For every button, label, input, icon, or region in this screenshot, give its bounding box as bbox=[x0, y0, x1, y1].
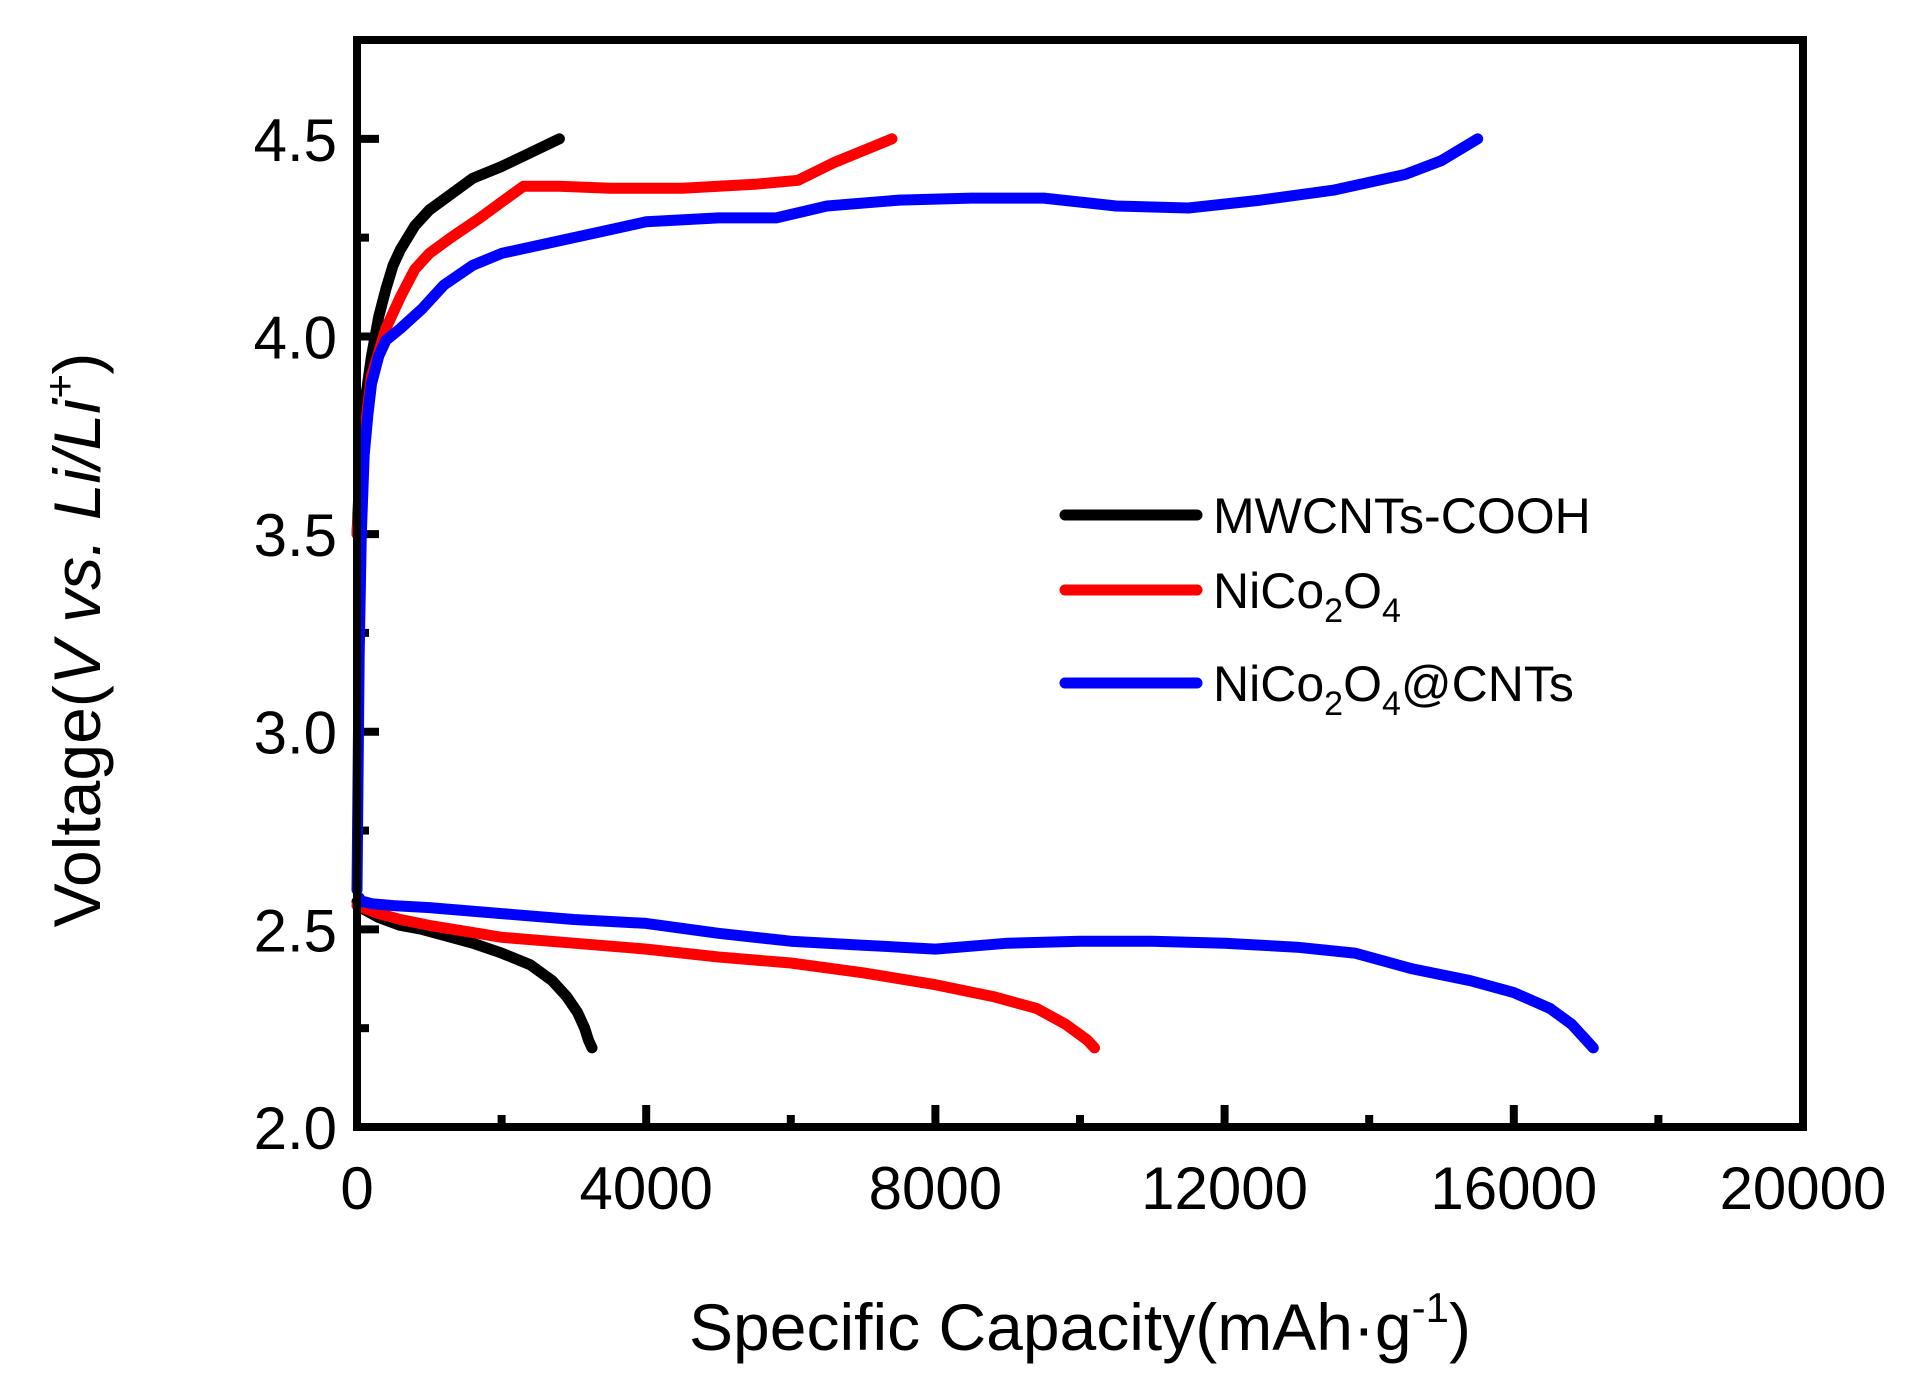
svg-text:Voltage(V vs. Li/Li+): Voltage(V vs. Li/Li+) bbox=[36, 353, 114, 928]
y-tick-label: 4.0 bbox=[254, 304, 337, 371]
legend-label-mwcnts-cooh: MWCNTs-COOH bbox=[1213, 488, 1591, 544]
x-tick-label: 4000 bbox=[579, 1155, 712, 1222]
nico2o4-cnts-charge-curve bbox=[351, 133, 1484, 896]
x-tick-label: 12000 bbox=[1141, 1155, 1308, 1222]
plot-frame bbox=[353, 36, 1807, 1131]
legend-label-nico2o4-cnts: NiCo2O4@CNTs bbox=[1213, 656, 1574, 723]
y-tick-label: 4.5 bbox=[254, 107, 337, 174]
legend-label-nico2o4: NiCo2O4 bbox=[1213, 563, 1401, 630]
y-tick-label: 2.5 bbox=[254, 897, 337, 964]
x-tick-label: 0 bbox=[340, 1155, 373, 1222]
axis-ticks bbox=[353, 134, 1807, 1131]
y-tick-label: 2.0 bbox=[254, 1095, 337, 1162]
x-tick-label: 20000 bbox=[1720, 1155, 1887, 1222]
y-tick-label: 3.0 bbox=[254, 700, 337, 767]
mwcnts-cooh-discharge-curve bbox=[351, 896, 598, 1054]
tick-labels: 0 4000 8000 12000 16000 20000 2.0 2.5 3.0 3.5 4.0 4… bbox=[254, 107, 1887, 1222]
legend: MWCNTs-COOH NiCo2O4 NiCo2O4@CNTs bbox=[1059, 488, 1591, 723]
y-tick-label: 3.5 bbox=[254, 502, 337, 569]
x-tick-label: 16000 bbox=[1430, 1155, 1597, 1222]
nico2o4-discharge-curve bbox=[351, 900, 1100, 1054]
y-axis-title: Voltage(V vs. Li/Li+) bbox=[36, 353, 114, 928]
x-tick-label: 8000 bbox=[869, 1155, 1002, 1222]
nico2o4-cnts-discharge-curve bbox=[353, 892, 1599, 1054]
nico2o4-charge-curve bbox=[351, 133, 898, 540]
x-axis-title: Specific Capacity(mAh·g-1) bbox=[689, 1284, 1471, 1364]
data-curves bbox=[351, 133, 1599, 1054]
